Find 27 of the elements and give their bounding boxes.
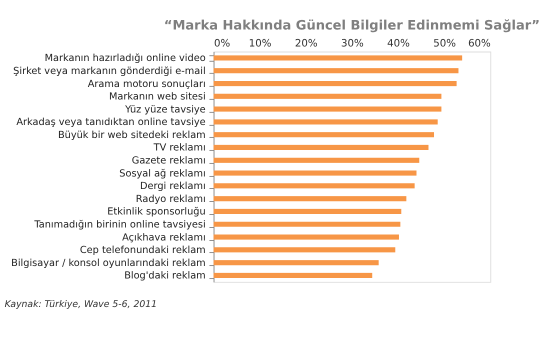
x-tick-label: 10% (248, 38, 272, 50)
y-tick-label: Şirket veya markanın gönderdiği e-mail (13, 66, 206, 77)
y-tick-label: Radyo reklamı (136, 194, 206, 205)
y-tick-label: Blog'daki reklam (124, 270, 206, 282)
y-tick-label: Markanın web sitesi (109, 92, 206, 103)
y-tick-label: Sosyal ağ reklamı (119, 168, 206, 180)
y-tick-label: Büyük bir web sitedeki reklam (58, 130, 206, 141)
y-tick-label: Gazete reklamı (132, 156, 206, 167)
y-tick-label: Açıkhava reklamı (122, 232, 206, 244)
x-tick-label: 0% (214, 38, 231, 50)
y-tick-label: Etkinlik sponsorluğu (107, 206, 206, 218)
x-tick-label: 30% (341, 38, 364, 50)
chart-title: “Marka Hakkında Güncel Bilgiler Edinmemi Sağlar” (164, 18, 540, 34)
y-tick-label: Markanın hazırladığı online video (44, 53, 206, 64)
x-tick-label: 60% (468, 38, 492, 50)
x-tick-label: 40% (387, 38, 410, 50)
y-tick-label: Bilgisayar / konsol oyunlarındaki reklam (11, 258, 206, 269)
x-tick-label: 20% (294, 38, 318, 50)
y-tick-label: Arkadaş veya tanıdıktan online tavsiye (16, 117, 206, 128)
y-tick-label: Tanımadığın birinin online tavsiyesi (33, 220, 206, 230)
y-tick-label: Dergi reklamı (140, 181, 206, 192)
text: Kaynak: Türkiye, Wave 5-6, 2011 (4, 298, 158, 310)
y-tick-label: Yüz yüze tavsiye (124, 104, 206, 116)
y-tick-label: TV reklamı (152, 142, 206, 154)
y-tick-label: Cep telefonundaki reklam (80, 245, 206, 256)
y-tick-label: Arama motoru sonuçları (88, 78, 206, 90)
x-tick-label: 50% (433, 38, 456, 50)
